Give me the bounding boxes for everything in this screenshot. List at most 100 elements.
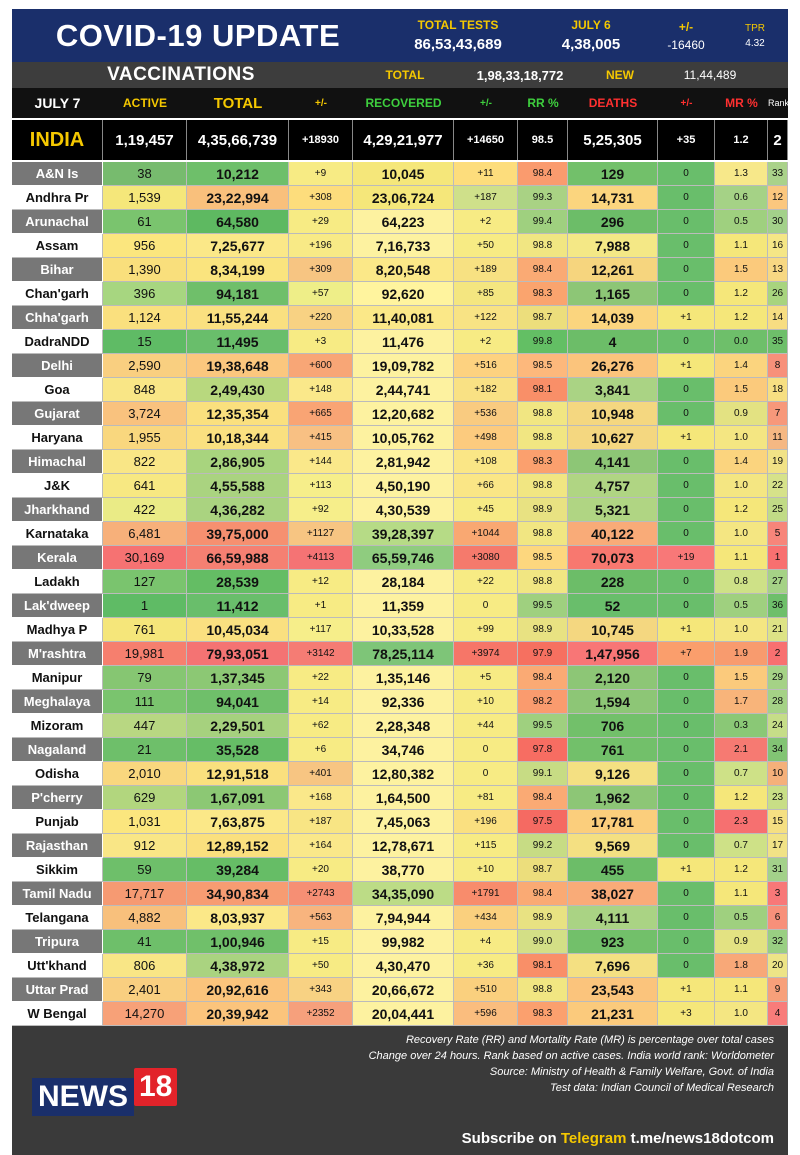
- cell-deaths-change: 0: [658, 690, 715, 714]
- cell-rank: 2: [768, 642, 788, 666]
- state-name: J&K: [12, 474, 103, 498]
- cell-rr: 98.4: [518, 666, 568, 690]
- state-name: Chha'garh: [12, 306, 103, 330]
- cell-deaths-change: +1: [658, 618, 715, 642]
- state-name: Manipur: [12, 666, 103, 690]
- state-name: M'rashtra: [12, 642, 103, 666]
- india-mr: 1.2: [715, 120, 768, 160]
- cell-recovered: 12,20,682: [353, 402, 454, 426]
- cell-rr: 98.1: [518, 378, 568, 402]
- cell-mr: 1.8: [715, 954, 768, 978]
- cell-recovered-change: +3974: [454, 642, 518, 666]
- cell-recovered: 20,66,672: [353, 978, 454, 1002]
- cell-rank: 31: [768, 858, 788, 882]
- cell-total-change: +148: [289, 378, 353, 402]
- cell-total: 1,67,091: [187, 786, 289, 810]
- state-name: Karnataka: [12, 522, 103, 546]
- footnote-test-data: Test data: Indian Council of Medical Res…: [550, 1082, 774, 1094]
- cell-total-change: +4113: [289, 546, 353, 570]
- cell-total-change: +57: [289, 282, 353, 306]
- cell-rank: 34: [768, 738, 788, 762]
- india-recovered: 4,29,21,977: [353, 120, 454, 160]
- cell-mr: 1.0: [715, 426, 768, 450]
- cell-total-change: +309: [289, 258, 353, 282]
- telegram-link[interactable]: t.me/news18dotcom: [630, 1130, 774, 1147]
- cell-deaths-change: 0: [658, 738, 715, 762]
- column-header-active: ACTIVE: [122, 96, 167, 110]
- cell-total: 11,412: [187, 594, 289, 618]
- cell-deaths: 23,543: [568, 978, 658, 1002]
- cell-deaths: 1,594: [568, 690, 658, 714]
- cell-total-change: +29: [289, 210, 353, 234]
- cell-deaths: 4,757: [568, 474, 658, 498]
- cell-active: 17,717: [103, 882, 187, 906]
- cell-total-change: +563: [289, 906, 353, 930]
- cell-rr: 98.8: [518, 234, 568, 258]
- cell-deaths-change: +1: [658, 978, 715, 1002]
- table-row: Goa 848 2,49,430 +148 2,44,741 +182 98.1 3,841 0…: [12, 378, 788, 402]
- cell-rank: 9: [768, 978, 788, 1002]
- cell-deaths: 1,165: [568, 282, 658, 306]
- daily-tests-block: JULY 6 4,38,005: [532, 9, 650, 62]
- cell-active: 822: [103, 450, 187, 474]
- cell-deaths-change: 0: [658, 378, 715, 402]
- cell-total: 4,55,588: [187, 474, 289, 498]
- cell-mr: 1.4: [715, 450, 768, 474]
- cell-deaths-change: 0: [658, 954, 715, 978]
- cell-deaths: 7,988: [568, 234, 658, 258]
- cell-mr: 1.1: [715, 882, 768, 906]
- state-name: Lak'dweep: [12, 594, 103, 618]
- cell-rr: 98.8: [518, 474, 568, 498]
- cell-rr: 98.1: [518, 954, 568, 978]
- cell-recovered: 11,40,081: [353, 306, 454, 330]
- table-row: Karnataka 6,481 39,75,000 +1127 39,28,397 +10…: [12, 522, 788, 546]
- cell-recovered-change: +11: [454, 162, 518, 186]
- cell-total: 12,89,152: [187, 834, 289, 858]
- column-header-rank: Rank: [768, 98, 790, 108]
- cell-deaths-change: 0: [658, 282, 715, 306]
- cell-deaths: 9,569: [568, 834, 658, 858]
- state-name: Ladakh: [12, 570, 103, 594]
- cell-active: 41: [103, 930, 187, 954]
- cell-rank: 6: [768, 906, 788, 930]
- cell-active: 2,010: [103, 762, 187, 786]
- state-name: Gujarat: [12, 402, 103, 426]
- column-header-rr: RR %: [527, 96, 559, 110]
- state-name: Goa: [12, 378, 103, 402]
- cell-deaths: 3,841: [568, 378, 658, 402]
- cell-rank: 8: [768, 354, 788, 378]
- tests-change-value: -16460: [667, 37, 705, 52]
- total-tests-value: 86,53,43,689: [414, 36, 502, 53]
- cell-mr: 1.7: [715, 690, 768, 714]
- cell-deaths-change: 0: [658, 186, 715, 210]
- cell-rank: 23: [768, 786, 788, 810]
- cell-total-change: +113: [289, 474, 353, 498]
- cell-total-change: +1127: [289, 522, 353, 546]
- cell-deaths: 38,027: [568, 882, 658, 906]
- cell-mr: 1.2: [715, 282, 768, 306]
- cell-deaths: 455: [568, 858, 658, 882]
- cell-total: 2,86,905: [187, 450, 289, 474]
- cell-deaths-change: 0: [658, 258, 715, 282]
- cell-active: 912: [103, 834, 187, 858]
- cell-total: 4,36,282: [187, 498, 289, 522]
- cell-total: 12,35,354: [187, 402, 289, 426]
- cell-rr: 98.5: [518, 546, 568, 570]
- cell-recovered: 7,94,944: [353, 906, 454, 930]
- cell-total: 10,18,344: [187, 426, 289, 450]
- cell-active: 38: [103, 162, 187, 186]
- cell-deaths-change: 0: [658, 930, 715, 954]
- cell-rr: 99.2: [518, 834, 568, 858]
- table-row: Assam 956 7,25,677 +196 7,16,733 +50 98.8 7,988…: [12, 234, 788, 258]
- cell-mr: 1.0: [715, 474, 768, 498]
- cell-deaths-change: 0: [658, 666, 715, 690]
- telegram-label: Telegram: [560, 1130, 627, 1147]
- cell-rr: 98.9: [518, 906, 568, 930]
- state-name: Tamil Nadu: [12, 882, 103, 906]
- cell-rank: 4: [768, 1002, 788, 1026]
- cell-rr: 98.3: [518, 450, 568, 474]
- cell-recovered: 2,28,348: [353, 714, 454, 738]
- india-active: 1,19,457: [103, 120, 187, 160]
- state-name: Assam: [12, 234, 103, 258]
- cell-mr: 0.6: [715, 186, 768, 210]
